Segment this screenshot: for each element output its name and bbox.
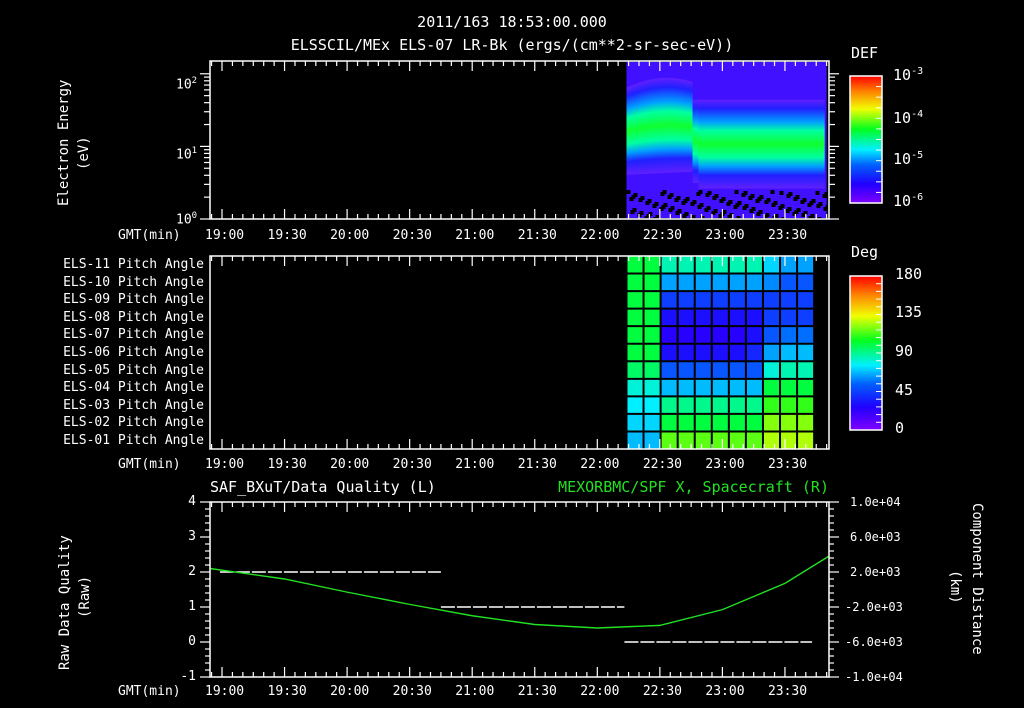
deg-tick-180: 180 (895, 265, 923, 283)
right-axis-tick: 1.0e+04 (850, 495, 901, 509)
time-tick-label: 20:00 (330, 684, 370, 699)
pitch-angle-row-label: ELS-11 Pitch Angle (63, 257, 204, 272)
time-tick-label: 21:00 (455, 457, 495, 472)
left-axis-tick: 0 (188, 634, 196, 649)
deg-colorbar-label: Deg (851, 243, 879, 261)
time-tick-label: 21:30 (517, 228, 557, 243)
time-tick-label: 23:00 (705, 228, 745, 243)
energy-tick-10: 101 (176, 146, 198, 163)
panel2-xlabel: GMT(min) (118, 457, 181, 472)
def-tick-1e-6: 10-6 (893, 192, 924, 210)
time-tick-label: 19:30 (267, 457, 307, 472)
left-axis-tick: 1 (188, 599, 196, 614)
pitch-angle-row-label: ELS-05 Pitch Angle (63, 362, 204, 378)
time-tick-label: 19:30 (267, 684, 307, 699)
time-tick-label: 20:30 (392, 457, 432, 472)
time-tick-label: 21:00 (455, 684, 495, 699)
left-axis-tick: 3 (188, 529, 196, 544)
time-tick-label: 22:30 (642, 684, 682, 699)
pitch-angle-row-label: ELS-10 Pitch Angle (63, 274, 204, 290)
deg-tick-0: 0 (895, 419, 905, 437)
left-axis-tick: 2 (188, 564, 196, 579)
pitch-angle-row-label: ELS-08 Pitch Angle (63, 309, 204, 325)
deg-tick-135: 135 (895, 303, 923, 321)
time-tick-label: 21:00 (455, 228, 495, 243)
energy-spectrogram (626, 62, 830, 221)
time-tick-label: 22:00 (580, 457, 620, 472)
time-tick-label: 23:30 (767, 457, 808, 472)
pitch-angle-row-label: ELS-09 Pitch Angle (63, 292, 204, 308)
deg-tick-45: 45 (895, 381, 914, 399)
pitch-angle-row-label: ELS-04 Pitch Angle (63, 380, 204, 396)
pitch-angle-row-label: ELS-02 Pitch Angle (63, 415, 204, 431)
right-axis-tick: 2.0e+03 (850, 565, 901, 579)
plot-timestamp: 2011/163 18:53:00.000 (417, 13, 607, 31)
pitch-angle-row-label: ELS-01 Pitch Angle (63, 433, 204, 448)
time-tick-label: 22:00 (580, 228, 620, 243)
time-tick-label: 21:30 (517, 457, 557, 472)
right-axis-tick: -1.0e+04 (845, 670, 903, 684)
pitch-angle-row-label: ELS-06 Pitch Angle (63, 345, 204, 360)
right-axis-tick: 6.0e+03 (850, 530, 901, 544)
time-tick-label: 19:00 (205, 228, 245, 243)
line-plot (209, 555, 830, 643)
energy-tick-100: 102 (176, 76, 198, 93)
time-tick-label: 19:00 (205, 457, 245, 472)
time-tick-label: 19:00 (205, 684, 245, 699)
def-tick-1e-4: 10-4 (893, 109, 924, 127)
time-tick-label: 20:30 (392, 228, 432, 243)
time-tick-label: 19:30 (267, 228, 307, 243)
def-tick-1e-5: 10-5 (893, 150, 924, 168)
panel3-xlabel: GMT(min) (118, 684, 181, 699)
right-axis-tick: -6.0e+03 (845, 635, 903, 649)
panel3-title-right: MEXORBMC/SPF X, Spacecraft (R) (558, 478, 829, 496)
time-tick-label: 23:30 (767, 228, 808, 243)
time-tick-label: 22:30 (642, 457, 682, 472)
time-tick-label: 22:30 (642, 228, 682, 243)
def-tick-1e-3: 10-3 (893, 66, 924, 84)
left-axis-tick: 4 (188, 494, 196, 509)
energy-tick-1: 100 (176, 211, 198, 228)
plot-title: ELSSCIL/MEx ELS-07 LR-Bk (ergs/(cm**2-sr… (290, 36, 734, 54)
time-tick-label: 20:00 (330, 457, 370, 472)
time-tick-label: 22:00 (580, 684, 620, 699)
time-tick-label: 23:00 (705, 684, 745, 699)
panel3-title-left: SAF_BXuT/Data Quality (L) (210, 478, 436, 496)
time-tick-label: 20:30 (392, 684, 432, 699)
panel1-xlabel: GMT(min) (118, 228, 181, 243)
pitch-angle-row-label: ELS-03 Pitch Angle (63, 397, 204, 413)
right-axis-tick: -2.0e+03 (845, 600, 903, 614)
deg-tick-90: 90 (895, 342, 914, 360)
pitch-angle-row-label: ELS-07 Pitch Angle (63, 327, 204, 343)
axes-frames (200, 60, 839, 678)
pitch-angle-grid (625, 256, 816, 450)
time-tick-label: 21:30 (517, 684, 557, 699)
time-tick-label: 20:00 (330, 228, 370, 243)
time-tick-label: 23:00 (705, 457, 745, 472)
left-axis-tick: -1 (180, 669, 196, 684)
time-tick-label: 23:30 (767, 684, 808, 699)
def-colorbar-label: DEF (851, 44, 879, 62)
